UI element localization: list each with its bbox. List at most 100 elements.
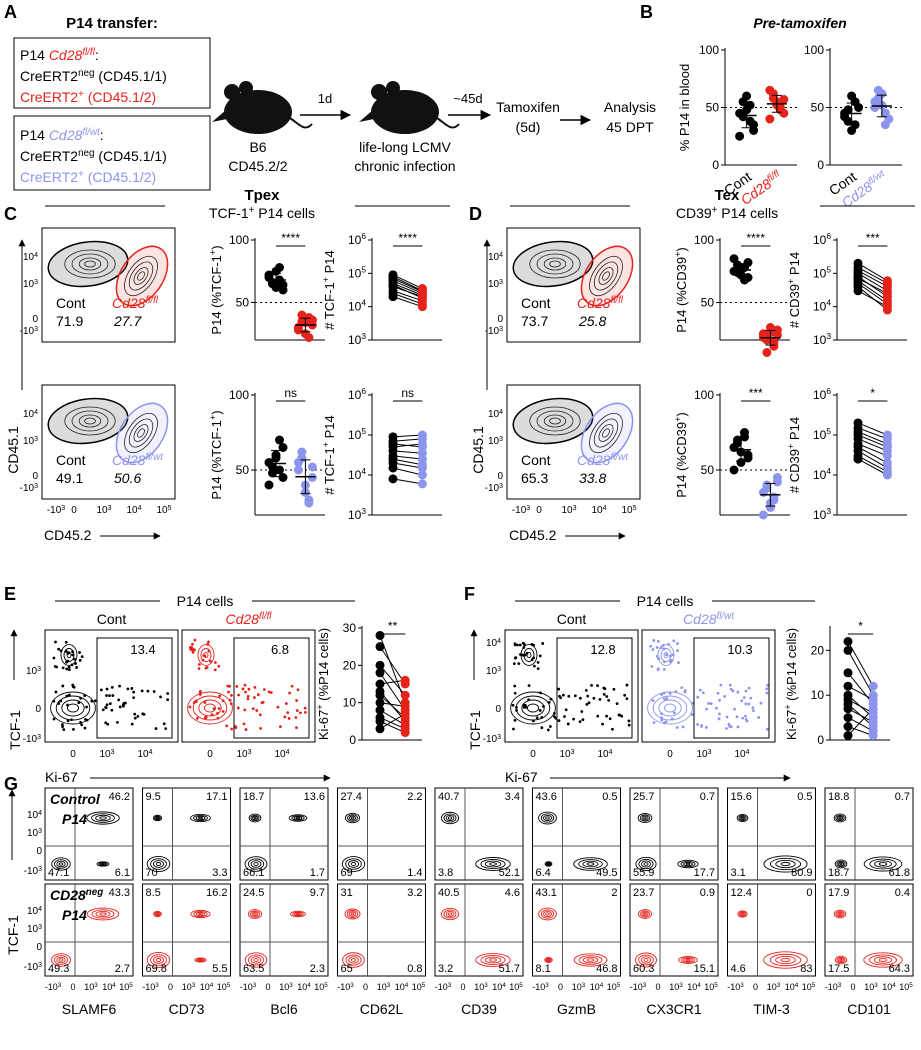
event-dot: [627, 719, 631, 723]
event-dot: [765, 687, 769, 691]
event-dot: [558, 694, 561, 698]
contour: [200, 648, 212, 662]
event-dot: [521, 641, 525, 645]
contour: [643, 912, 647, 916]
gate: [47, 397, 129, 445]
quadrant-percent: 0.9: [700, 887, 715, 899]
label: Cd28fl/wt: [683, 611, 735, 628]
y-tick-label: 106: [813, 386, 831, 402]
event-dot: [191, 642, 194, 646]
panel-letter: D: [469, 204, 482, 224]
contour: [247, 858, 265, 870]
event-dot: [691, 713, 694, 717]
y-tick-label-run: 10: [343, 696, 357, 710]
event-dot: [101, 708, 105, 712]
y-tick-label-run: 10: [488, 279, 500, 290]
contour: [780, 861, 791, 867]
contour: [543, 910, 552, 918]
event-dot: [725, 715, 729, 719]
event-dot: [664, 653, 668, 657]
event-dot: [61, 723, 64, 726]
event-dot: [253, 696, 256, 699]
label: Cont: [97, 611, 127, 627]
x-tick-label: 104: [687, 982, 701, 993]
significance: *: [858, 619, 863, 633]
contour: [66, 703, 80, 713]
data-point: [870, 97, 880, 107]
data-point: [275, 263, 284, 272]
label: Cont: [521, 295, 551, 311]
contour: [55, 695, 91, 721]
event-dot: [660, 693, 663, 696]
event-dot: [54, 640, 57, 644]
cohort-line: CreERT2+ (CD45.1/2): [20, 89, 156, 106]
panel-subtitle: TCF-1+ P14 cells: [209, 205, 315, 222]
y-axis-label-run: (%P14 cells): [316, 628, 331, 705]
y-tick-label-run: 3: [38, 828, 42, 835]
x-tick-label-run: 3: [350, 982, 354, 989]
event-dot: [57, 647, 60, 651]
quadrant-percent: 47.1: [48, 867, 69, 879]
contour: [350, 816, 355, 820]
contour: [489, 958, 497, 962]
y-axis-label-run: P14: [322, 415, 337, 442]
flow-frame: [629, 883, 719, 977]
contour: [874, 860, 892, 868]
event-dot: [532, 664, 536, 668]
contour: [738, 911, 747, 917]
y-axis-label-run: # TCF-1: [322, 282, 337, 329]
y-tick-label-run: 50: [236, 296, 250, 310]
event-dot: [303, 711, 307, 714]
data-point: [375, 705, 385, 715]
quadrant-percent: 4.6: [731, 963, 746, 975]
data-point: [278, 473, 288, 482]
quadrant-percent: 8.1: [536, 963, 551, 975]
y-tick-label-run: 10: [486, 666, 498, 677]
quadrant-percent: 3.8: [438, 867, 453, 879]
contour: [546, 958, 551, 962]
x-tick-label: 105: [119, 982, 133, 993]
data-point: [388, 454, 398, 464]
event-dot: [203, 701, 207, 704]
pair-line: [847, 708, 874, 723]
event-dot: [572, 717, 576, 721]
x-tick-label-run: 0: [667, 749, 673, 760]
pair-line: [857, 272, 888, 292]
x-tick-label-run: 0: [363, 982, 368, 992]
event-dot: [536, 667, 540, 671]
event-dot: [596, 684, 599, 688]
contour: [869, 954, 897, 966]
y-axis-label: # TCF-1+ P14: [321, 415, 337, 495]
contour: [578, 955, 603, 965]
event-dot: [683, 690, 687, 694]
data-point: [729, 254, 739, 264]
contour: [155, 816, 160, 820]
data-point: [293, 325, 303, 335]
contour: [193, 814, 208, 822]
event-dot: [729, 687, 733, 691]
y-axis-label-run: P14 (%CD39: [674, 422, 689, 498]
x-tick-label-run: 10: [591, 505, 603, 516]
contour: [53, 955, 69, 965]
y-tick-label-run: -10: [483, 734, 498, 745]
label-run: Cd28: [112, 452, 146, 468]
contour: [61, 699, 85, 717]
y-tick-label-run: 0: [35, 704, 41, 715]
x-tick-label: 103: [669, 982, 683, 993]
event-dot: [132, 690, 136, 694]
x-tick-label-run: 5: [617, 982, 621, 989]
y-tick-label: 30: [343, 621, 357, 635]
contour: [878, 958, 888, 962]
event-dot: [140, 689, 144, 693]
event-dot: [217, 664, 221, 668]
y-tick-label: -103: [483, 734, 501, 746]
x-tick-label-run: 10: [236, 749, 248, 760]
event-dot: [62, 728, 66, 731]
contour: [639, 910, 651, 918]
data-point: [417, 479, 427, 489]
contour: [652, 695, 688, 721]
label-run: Cd28: [683, 611, 717, 627]
contour: [739, 912, 746, 916]
x-tick-label-run: 5: [812, 982, 816, 989]
pair-line: [847, 699, 874, 714]
